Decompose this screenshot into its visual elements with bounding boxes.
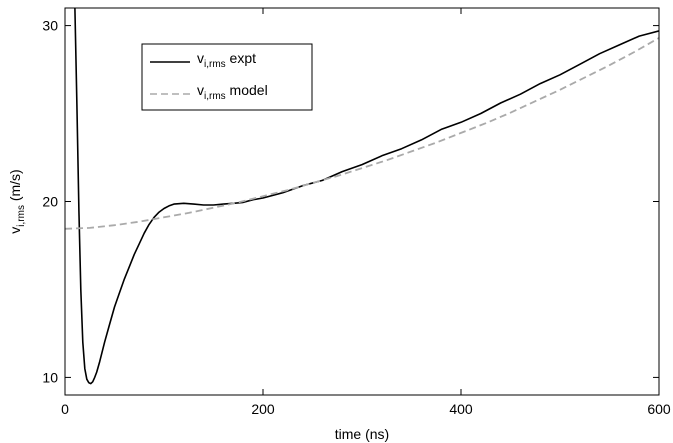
legend-label: vi,rms model	[197, 82, 268, 102]
legend-box	[141, 43, 313, 111]
series-layer	[65, 8, 659, 385]
y-axis-title-subscript: i,rms	[16, 205, 27, 227]
y-tick-label: 10	[42, 369, 58, 385]
series-line-expt	[74, 8, 659, 385]
x-tick-label: 0	[61, 401, 69, 417]
series-line-model	[65, 37, 659, 230]
y-axis-ticks: 10 20 30	[42, 18, 659, 385]
y-axis-title-base: v	[7, 227, 23, 234]
y-tick-label: 20	[42, 194, 58, 210]
legend-label-suffix: expt	[226, 50, 256, 66]
x-tick-label: 400	[449, 401, 473, 417]
x-axis-ticks: 0 200 400 600	[61, 8, 671, 417]
legend-label-base: v	[197, 82, 204, 98]
legend-label-suffix: model	[226, 82, 268, 98]
x-axis-title: time (ns)	[335, 426, 389, 442]
legend-label-base: v	[197, 50, 204, 66]
legend-label-subscript: i,rms	[204, 91, 226, 102]
legend-label: vi,rms expt	[197, 50, 256, 70]
y-axis-title: vi,rms (m/s)	[7, 169, 27, 233]
x-tick-label: 600	[647, 401, 671, 417]
y-tick-label: 30	[42, 18, 58, 34]
x-tick-label: 200	[251, 401, 275, 417]
legend-label-subscript: i,rms	[204, 59, 226, 70]
y-axis-title-unit: (m/s)	[7, 169, 23, 205]
